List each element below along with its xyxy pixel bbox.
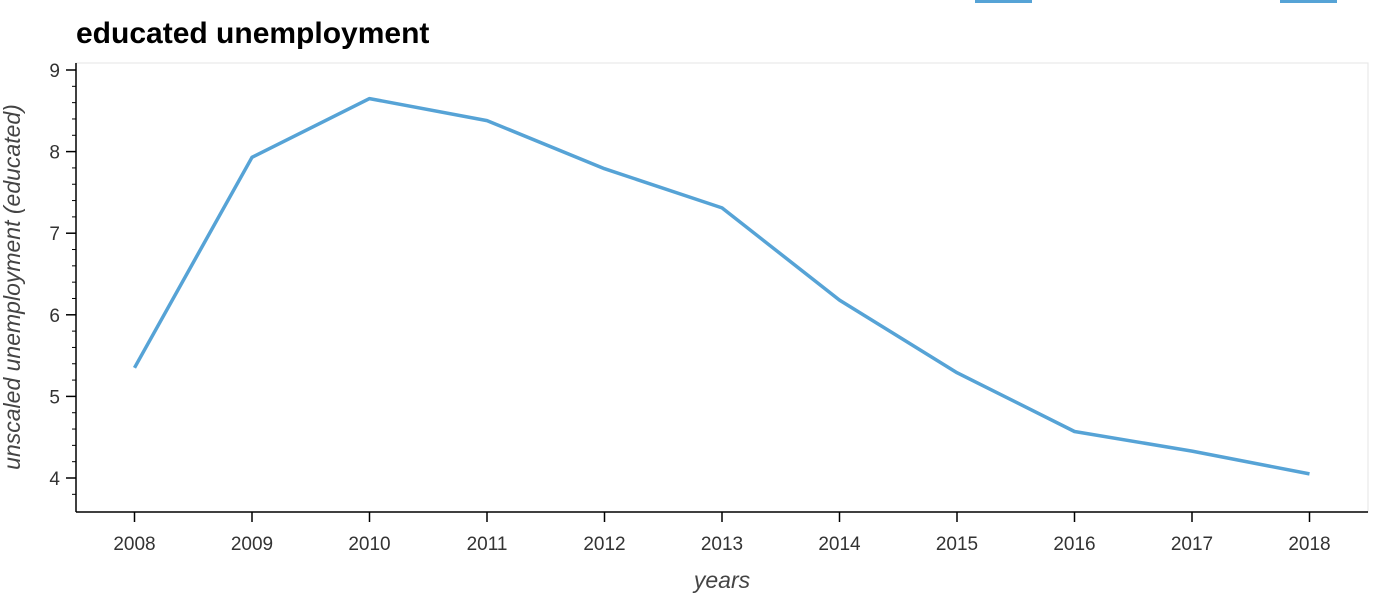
x-tick-label: 2016 — [1053, 534, 1095, 555]
y-axis-label: unscaled unemployment (educated) — [0, 104, 25, 470]
series-layer — [132, 96, 1310, 476]
x-tick-label: 2015 — [936, 534, 978, 555]
x-axis-label: years — [692, 567, 751, 593]
toolbar-tool-marker[interactable] — [1280, 0, 1337, 3]
toolbar-tool-marker[interactable] — [975, 0, 1032, 3]
x-tick-label: 2013 — [701, 534, 743, 555]
y-tick-label: 8 — [49, 143, 60, 164]
y-tick-label: 5 — [49, 387, 60, 408]
y-tick-label: 7 — [49, 224, 60, 245]
x-tick-label: 2008 — [113, 534, 155, 555]
y-axis: 4 5 6 7 8 9 — [49, 61, 77, 512]
x-tick-label: 2009 — [231, 534, 273, 555]
x-tick-label: 2017 — [1171, 534, 1213, 555]
x-tick-label: 2012 — [583, 534, 625, 555]
x-tick-label: 2011 — [467, 534, 508, 555]
toolbar — [975, 0, 1337, 3]
series-line — [132, 96, 1310, 476]
chart-title: educated unemployment — [76, 17, 429, 50]
x-tick-label: 2010 — [348, 534, 390, 555]
y-tick-label: 9 — [49, 61, 60, 82]
x-tick-label: 2014 — [818, 534, 861, 555]
y-tick-label: 6 — [49, 306, 60, 327]
y-tick-label: 4 — [49, 469, 60, 490]
x-axis: 2008 2009 2010 2011 2012 2013 2014 2015 2016 2017… — [76, 511, 1368, 555]
x-tick-label: 2018 — [1288, 534, 1330, 555]
